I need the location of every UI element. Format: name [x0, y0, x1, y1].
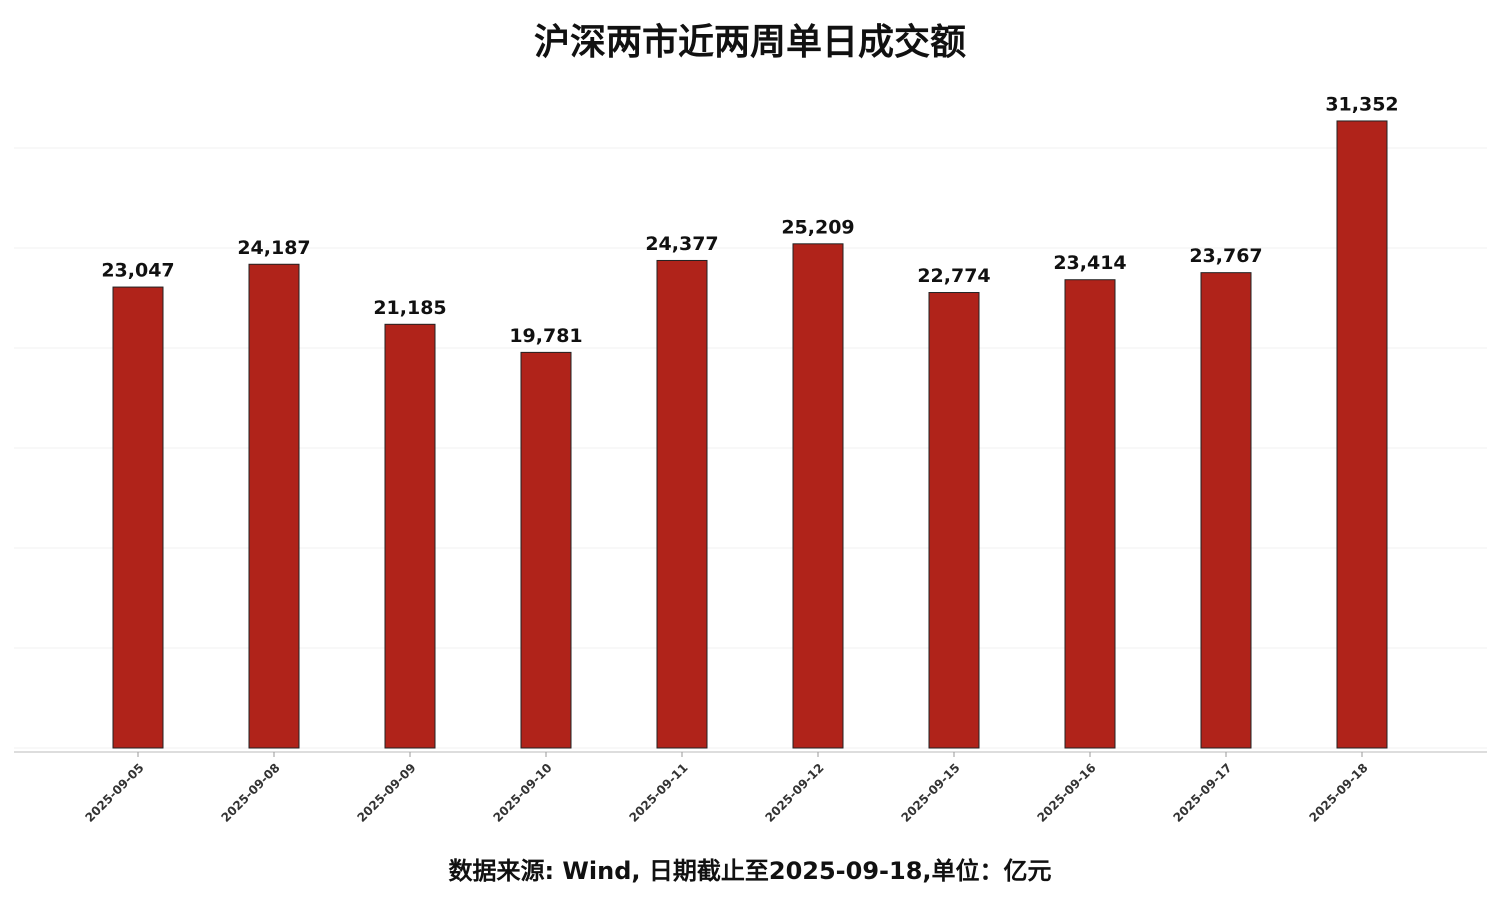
value-label: 23,414 — [1053, 252, 1126, 274]
x-tick-label: 2025-09-18 — [1306, 761, 1370, 825]
value-label: 31,352 — [1325, 93, 1398, 115]
x-tick-label: 2025-09-08 — [218, 761, 282, 825]
x-tick-label: 2025-09-17 — [1170, 761, 1234, 825]
value-label: 22,774 — [917, 265, 990, 287]
value-label: 19,781 — [509, 325, 582, 347]
value-label: 24,377 — [645, 233, 718, 255]
x-tick-label: 2025-09-11 — [626, 761, 690, 825]
bar — [792, 243, 844, 749]
bar — [928, 292, 980, 749]
value-label: 23,767 — [1189, 245, 1262, 267]
x-tick-label: 2025-09-12 — [762, 761, 826, 825]
value-label: 23,047 — [101, 260, 174, 282]
bar — [112, 286, 164, 749]
bar — [384, 323, 436, 749]
value-label: 21,185 — [373, 297, 446, 319]
x-tick-label: 2025-09-05 — [82, 761, 146, 825]
bar — [520, 351, 572, 749]
bar — [1064, 279, 1116, 749]
x-tick-label: 2025-09-10 — [490, 761, 554, 825]
x-tick-label: 2025-09-16 — [1034, 761, 1098, 825]
chart-title: 沪深两市近两周单日成交额 — [534, 21, 966, 63]
value-label: 25,209 — [781, 216, 854, 238]
bar — [1336, 120, 1388, 749]
bar — [248, 263, 300, 749]
x-tick-label: 2025-09-09 — [354, 761, 418, 825]
value-label: 24,187 — [237, 237, 310, 259]
bar — [1200, 272, 1252, 749]
chart-subtitle: 数据来源: Wind, 日期截止至2025-09-18,单位：亿元 — [448, 857, 1051, 885]
x-tick-label: 2025-09-15 — [898, 761, 962, 825]
bar — [656, 259, 708, 749]
